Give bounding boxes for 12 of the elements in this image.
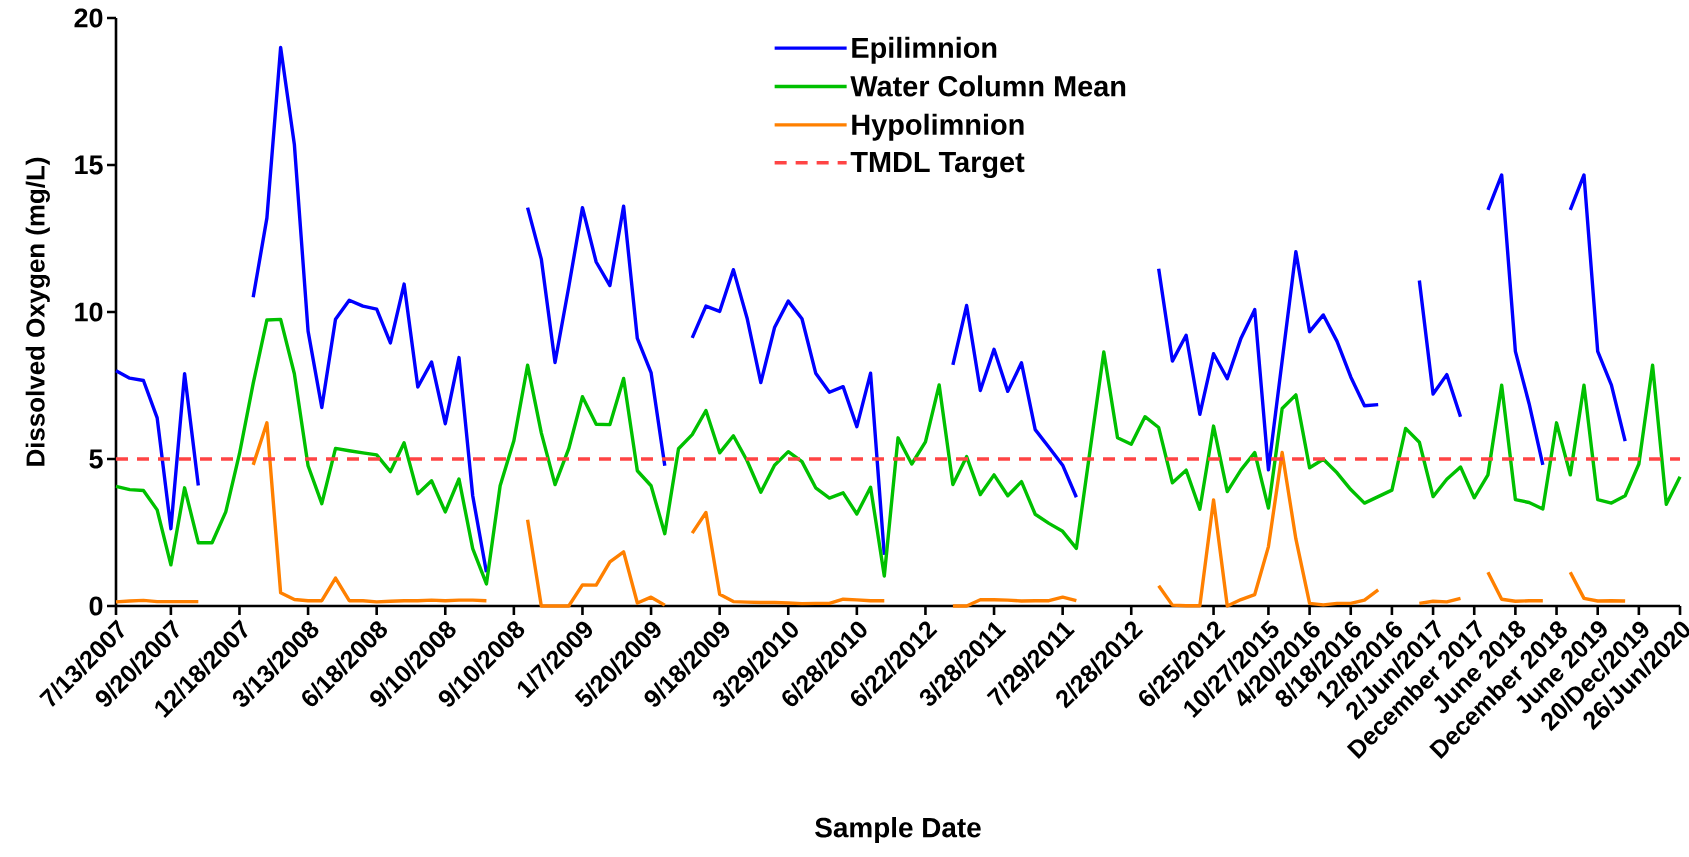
x-axis-title: Sample Date [815, 817, 981, 843]
y-tick-label: 5 [89, 449, 103, 469]
y-tick-label: 15 [75, 155, 103, 175]
line-series [114, 317, 1682, 586]
y-tick-label: 0 [89, 596, 103, 616]
legend-label: Epilimnion [852, 36, 997, 64]
legend-label: Hypolimnion [852, 113, 1024, 141]
y-axis-title: Dissolved Oxygen (mg/L) [25, 157, 50, 466]
y-tick-label: 20 [74, 8, 103, 28]
legend-label: Water Column Mean [850, 75, 1126, 97]
y-tick-label: 10 [75, 302, 103, 322]
legend-label: TMDL Target [850, 152, 1025, 179]
